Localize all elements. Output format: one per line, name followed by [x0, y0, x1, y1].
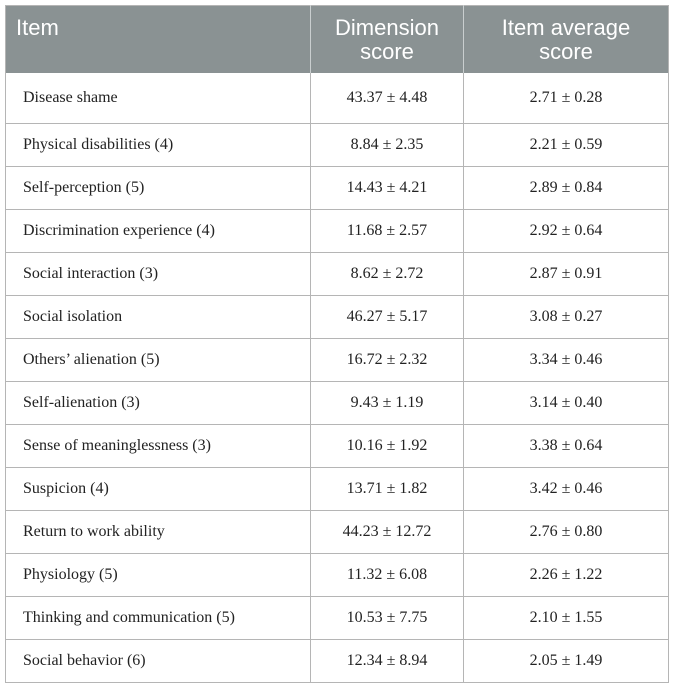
cell-item: Self-perception (5): [5, 166, 311, 210]
cell-dimension-score: 10.16 ± 1.92: [310, 424, 464, 468]
cell-dimension-score: 8.62 ± 2.72: [310, 252, 464, 296]
table-row: Self-perception (5) 14.43 ± 4.21 2.89 ± 0.…: [5, 166, 669, 210]
cell-item: Social interaction (3): [5, 252, 311, 296]
table-row: Social isolation 46.27 ± 5.17 3.08 ± 0.27: [5, 295, 669, 339]
cell-item-average-score: 2.05 ± 1.49: [463, 639, 669, 683]
cell-item-average-score: 3.38 ± 0.64: [463, 424, 669, 468]
cell-item-average-score: 3.34 ± 0.46: [463, 338, 669, 382]
table-row: Social behavior (6) 12.34 ± 8.94 2.05 ± 1.…: [5, 639, 669, 683]
cell-dimension-score: 9.43 ± 1.19: [310, 381, 464, 425]
header-item: Item: [5, 5, 311, 73]
cell-item: Physiology (5): [5, 553, 311, 597]
cell-dimension-score: 8.84 ± 2.35: [310, 123, 464, 167]
header-item-average-score: Item average score: [463, 5, 669, 73]
cell-item-average-score: 2.26 ± 1.22: [463, 553, 669, 597]
scores-table: Item Dimension score Item average score …: [5, 5, 669, 683]
cell-dimension-score: 43.37 ± 4.48: [310, 72, 464, 124]
cell-dimension-score: 10.53 ± 7.75: [310, 596, 464, 640]
cell-item-average-score: 2.76 ± 0.80: [463, 510, 669, 554]
table-row: Disease shame 43.37 ± 4.48 2.71 ± 0.28: [5, 72, 669, 124]
cell-item: Social behavior (6): [5, 639, 311, 683]
cell-dimension-score: 13.71 ± 1.82: [310, 467, 464, 511]
table-header: Item Dimension score Item average score: [5, 5, 669, 73]
cell-dimension-score: 46.27 ± 5.17: [310, 295, 464, 339]
cell-item-average-score: 3.14 ± 0.40: [463, 381, 669, 425]
table-row: Sense of meaninglessness (3) 10.16 ± 1.92…: [5, 424, 669, 468]
cell-item: Physical disabilities (4): [5, 123, 311, 167]
cell-item: Discrimination experience (4): [5, 209, 311, 253]
table-row: Discrimination experience (4) 11.68 ± 2.5…: [5, 209, 669, 253]
cell-dimension-score: 11.32 ± 6.08: [310, 553, 464, 597]
cell-item-average-score: 2.71 ± 0.28: [529, 88, 603, 106]
table-row: Suspicion (4) 13.71 ± 1.82 3.42 ± 0.46: [5, 467, 669, 511]
cell-item: Sense of meaninglessness (3): [5, 424, 311, 468]
cell-item: Suspicion (4): [5, 467, 311, 511]
table-row: Return to work ability 44.23 ± 12.72 2.76 …: [5, 510, 669, 554]
cell-item-average-score: 2.87 ± 0.91: [463, 252, 669, 296]
table-row: Social interaction (3) 8.62 ± 2.72 2.87 ± …: [5, 252, 669, 296]
cell-item-average-score: 2.10 ± 1.55: [463, 596, 669, 640]
table-body: Disease shame 43.37 ± 4.48 2.71 ± 0.28 Phys…: [5, 72, 669, 683]
cell-item-average-score: 3.42 ± 0.46: [463, 467, 669, 511]
cell-item: Others’ alienation (5): [5, 338, 311, 382]
table-row: Physiology (5) 11.32 ± 6.08 2.26 ± 1.22: [5, 553, 669, 597]
cell-item-average-score: 2.21 ± 0.59: [463, 123, 669, 167]
cell-dimension-score: 16.72 ± 2.32: [310, 338, 464, 382]
cell-item: Social isolation: [5, 295, 311, 339]
cell-item-average-score: 2.89 ± 0.84: [463, 166, 669, 210]
header-dimension-score: Dimension score: [310, 5, 464, 73]
header-row: Item Dimension score Item average score: [5, 5, 669, 73]
cell-dimension-score: 14.43 ± 4.21: [310, 166, 464, 210]
table-row: Others’ alienation (5) 16.72 ± 2.32 3.34 ±…: [5, 338, 669, 382]
table-row: Self-alienation (3) 9.43 ± 1.19 3.14 ± 0.4…: [5, 381, 669, 425]
cell-item: Self-alienation (3): [5, 381, 311, 425]
table-row: Thinking and communication (5) 10.53 ± 7.…: [5, 596, 669, 640]
cell-dimension-score: 11.68 ± 2.57: [310, 209, 464, 253]
cell-dimension-score: 44.23 ± 12.72: [310, 510, 464, 554]
cell-item-average-score: 3.08 ± 0.27: [463, 295, 669, 339]
scores-table-container: Item Dimension score Item average score …: [5, 5, 669, 683]
cell-item: Thinking and communication (5): [5, 596, 311, 640]
cell-item: Return to work ability: [5, 510, 311, 554]
cell-item: Disease shame: [5, 72, 311, 124]
table-row: Physical disabilities (4) 8.84 ± 2.35 2.21…: [5, 123, 669, 167]
cell-dimension-score: 12.34 ± 8.94: [310, 639, 464, 683]
cell-item-average-score: 2.92 ± 0.64: [463, 209, 669, 253]
